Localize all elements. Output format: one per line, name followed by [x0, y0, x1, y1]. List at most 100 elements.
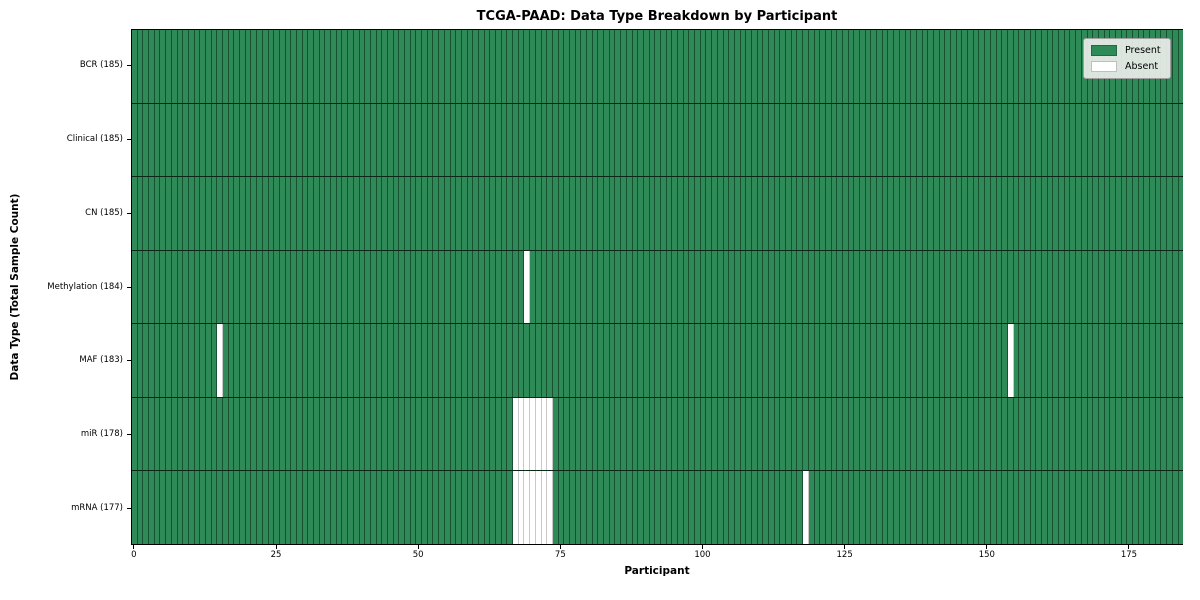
- present-cell: [410, 397, 417, 471]
- present-cell: [1172, 177, 1179, 250]
- present-cell: [564, 30, 570, 103]
- present-cell: [1150, 250, 1156, 324]
- present-cell: [547, 103, 553, 177]
- present-cell: [154, 103, 161, 177]
- present-cell: [803, 177, 809, 250]
- present-cell: [416, 103, 423, 177]
- present-cell: [569, 250, 576, 324]
- present-cell: [740, 471, 747, 545]
- present-cell: [615, 324, 622, 397]
- present-cell: [746, 250, 752, 324]
- present-cell: [387, 30, 394, 103]
- present-cell: [985, 324, 991, 397]
- present-cell: [160, 103, 167, 177]
- present-cell: [240, 103, 246, 177]
- present-cell: [552, 177, 559, 250]
- present-cell: [166, 103, 172, 177]
- present-cell: [200, 177, 206, 250]
- present-cell: [916, 103, 923, 177]
- present-cell: [985, 30, 991, 103]
- present-cell: [1155, 471, 1162, 545]
- present-cell: [575, 324, 582, 397]
- present-cell: [496, 103, 502, 177]
- grid-row-mRNA: [132, 471, 1184, 545]
- present-cell: [672, 30, 678, 103]
- present-cell: [1138, 471, 1145, 545]
- present-cell: [1172, 324, 1179, 397]
- present-cell: [865, 471, 872, 545]
- present-cell: [780, 471, 787, 545]
- present-cell: [1127, 177, 1133, 250]
- present-cell: [825, 250, 832, 324]
- present-cell: [581, 177, 587, 250]
- present-cell: [911, 471, 917, 545]
- present-cell: [939, 324, 946, 397]
- present-cell: [922, 324, 929, 397]
- present-cell: [1030, 397, 1037, 471]
- present-cell: [763, 250, 769, 324]
- absent-cell: [518, 397, 525, 471]
- present-cell: [791, 177, 798, 250]
- present-cell: [860, 471, 866, 545]
- present-cell: [427, 177, 434, 250]
- present-cell: [177, 103, 184, 177]
- present-cell: [1161, 471, 1168, 545]
- present-cell: [473, 397, 479, 471]
- present-cell: [513, 177, 519, 250]
- present-cell: [626, 324, 633, 397]
- present-cell: [1002, 471, 1008, 545]
- present-cell: [1178, 397, 1184, 471]
- present-cell: [968, 103, 974, 177]
- present-cell: [501, 30, 508, 103]
- present-cell: [564, 471, 570, 545]
- present-cell: [535, 30, 542, 103]
- present-cell: [956, 471, 963, 545]
- present-cell: [791, 397, 798, 471]
- present-cell: [1110, 471, 1116, 545]
- present-cell: [996, 471, 1003, 545]
- present-cell: [808, 324, 815, 397]
- present-cell: [569, 30, 576, 103]
- present-cell: [257, 397, 263, 471]
- present-cell: [1070, 177, 1077, 250]
- y-tick-mark: [127, 65, 131, 67]
- present-cell: [973, 177, 980, 250]
- present-cell: [825, 30, 832, 103]
- present-cell: [342, 250, 349, 324]
- present-cell: [331, 471, 337, 545]
- present-cell: [581, 30, 587, 103]
- present-cell: [939, 177, 946, 250]
- present-cell: [774, 250, 781, 324]
- present-cell: [797, 324, 804, 397]
- present-cell: [899, 177, 906, 250]
- present-cell: [882, 397, 889, 471]
- present-cell: [1098, 324, 1105, 397]
- present-cell: [928, 471, 934, 545]
- present-cell: [285, 103, 292, 177]
- present-cell: [689, 250, 696, 324]
- x-tick-label: 25: [270, 550, 282, 560]
- present-cell: [228, 103, 235, 177]
- present-cell: [968, 30, 974, 103]
- present-cell: [814, 250, 821, 324]
- present-cell: [149, 103, 155, 177]
- present-cell: [962, 177, 969, 250]
- present-cell: [797, 177, 804, 250]
- present-cell: [717, 471, 724, 545]
- present-cell: [200, 397, 206, 471]
- present-cell: [825, 471, 832, 545]
- present-cell: [211, 324, 218, 397]
- present-cell: [399, 103, 405, 177]
- present-cell: [262, 471, 269, 545]
- present-cell: [922, 250, 929, 324]
- present-cell: [769, 324, 775, 397]
- present-cell: [837, 177, 843, 250]
- present-cell: [774, 177, 781, 250]
- present-cell: [933, 103, 940, 177]
- present-cell: [461, 471, 468, 545]
- present-cell: [558, 177, 565, 250]
- present-cell: [1036, 471, 1042, 545]
- present-cell: [467, 471, 474, 545]
- present-cell: [660, 397, 667, 471]
- present-cell: [183, 177, 189, 250]
